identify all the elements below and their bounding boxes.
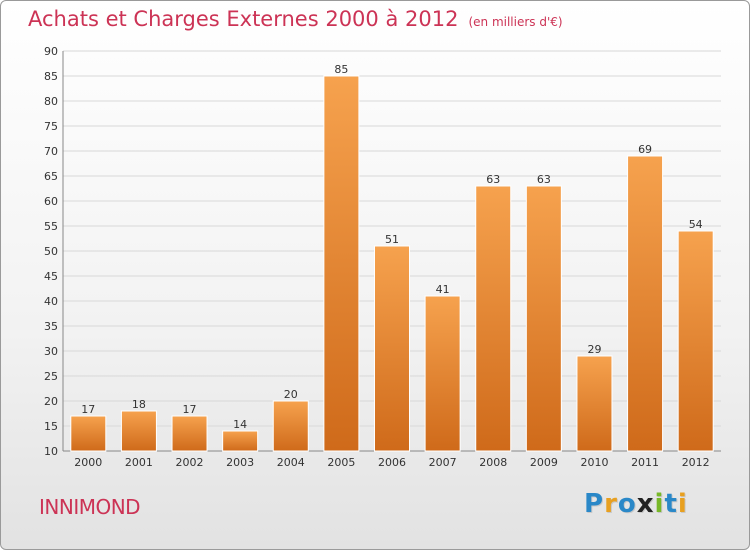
x-tick-label: 2002	[176, 456, 204, 469]
x-tick-label: 2006	[378, 456, 406, 469]
data-label: 20	[284, 388, 298, 401]
logo-letter: P	[584, 489, 605, 519]
chart-title: Achats et Charges Externes 2000 à 2012 (e…	[28, 7, 563, 31]
x-tick-label: 2007	[429, 456, 457, 469]
data-label: 63	[486, 173, 500, 186]
data-label: 29	[587, 343, 601, 356]
bar	[120, 410, 157, 452]
y-tick-label: 60	[44, 195, 58, 208]
bars	[70, 75, 714, 452]
y-tick-label: 20	[44, 395, 58, 408]
x-tick-label: 2008	[479, 456, 507, 469]
bar	[171, 415, 208, 452]
bar	[627, 155, 664, 452]
y-tick-label: 80	[44, 95, 58, 108]
data-label: 14	[233, 418, 247, 431]
x-tick-label: 2009	[530, 456, 558, 469]
x-tick-label: 2012	[682, 456, 710, 469]
data-label: 69	[638, 143, 652, 156]
y-tick-label: 40	[44, 295, 58, 308]
bar	[222, 430, 259, 452]
data-label: 17	[183, 403, 197, 416]
bar	[323, 75, 360, 452]
x-tick-label: 2000	[74, 456, 102, 469]
data-label: 63	[537, 173, 551, 186]
logo-letter: i	[654, 489, 665, 519]
data-label: 18	[132, 398, 146, 411]
bar	[475, 185, 512, 452]
logo-letter: o	[617, 489, 637, 519]
data-labels: 17 18 17 14 20 85 51 41 63 63 29 69 54	[81, 63, 702, 431]
bar	[70, 415, 107, 452]
y-tick-label: 10	[44, 445, 58, 458]
proxiti-logo: Proxiti	[584, 489, 688, 519]
chart-title-text: Achats et Charges Externes 2000 à 2012	[28, 7, 459, 31]
y-tick-label: 85	[44, 70, 58, 83]
y-tick-label: 65	[44, 170, 58, 183]
data-label: 17	[81, 403, 95, 416]
logo-letter: t	[664, 489, 678, 519]
x-tick-label: 2010	[580, 456, 608, 469]
x-tick-label: 2004	[277, 456, 305, 469]
bar	[525, 185, 562, 452]
y-tick-label: 30	[44, 345, 58, 358]
x-tick-label: 2001	[125, 456, 153, 469]
data-label: 51	[385, 233, 399, 246]
bar	[576, 355, 613, 452]
town-name: INNIMOND	[39, 495, 141, 519]
y-tick-labels: 10 15 20 25 30 35 40 45 50 55 60 65 70 75 80 85 90	[44, 45, 58, 458]
logo-letter: r	[604, 489, 618, 519]
x-tick-label: 2011	[631, 456, 659, 469]
y-tick-label: 15	[44, 420, 58, 433]
data-label: 54	[689, 218, 703, 231]
bar	[272, 400, 309, 452]
bar	[424, 295, 461, 452]
y-tick-label: 50	[44, 245, 58, 258]
y-tick-label: 35	[44, 320, 58, 333]
y-tick-label: 90	[44, 45, 58, 58]
y-tick-label: 45	[44, 270, 58, 283]
y-tick-label: 25	[44, 370, 58, 383]
bar	[677, 230, 714, 452]
data-label: 41	[436, 283, 450, 296]
y-tick-label: 75	[44, 120, 58, 133]
logo-letter: x	[636, 489, 655, 519]
chart-unit: (en milliers d'€)	[468, 15, 563, 29]
x-tick-label: 2005	[327, 456, 355, 469]
logo-letter: i	[677, 489, 688, 519]
x-tick-label: 2003	[226, 456, 254, 469]
x-tick-labels: 2000 2001 2002 2003 2004 2005 2006 2007 2008 2009…	[74, 456, 709, 469]
bar	[374, 245, 410, 452]
data-label: 85	[334, 63, 348, 76]
y-tick-label: 70	[44, 145, 58, 158]
y-tick-label: 55	[44, 220, 58, 233]
